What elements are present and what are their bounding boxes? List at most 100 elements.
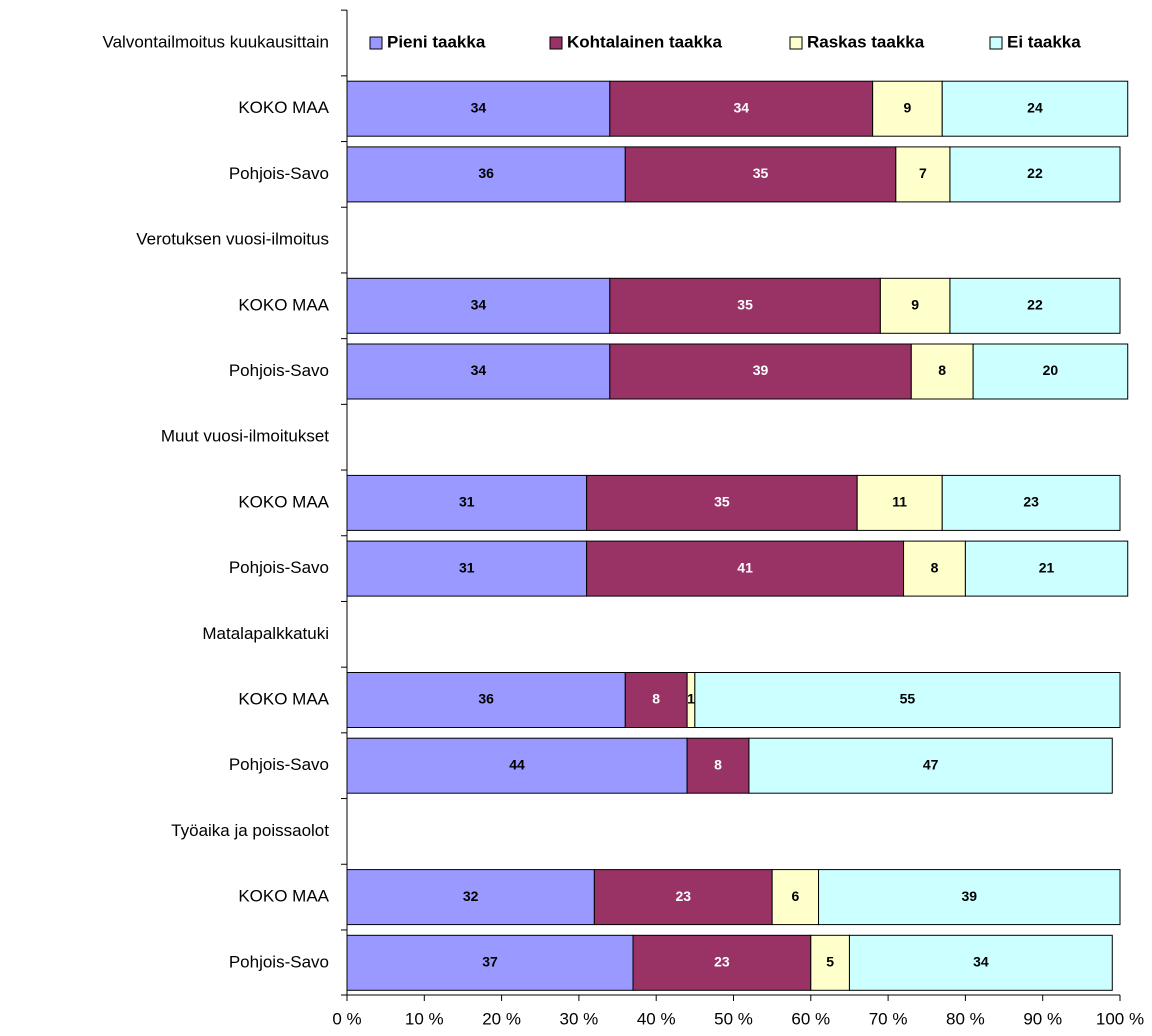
- data-label: 35: [753, 165, 769, 181]
- bar-segment: [346, 277, 611, 334]
- bar-segment: [949, 277, 1121, 334]
- bar-segment: [771, 869, 820, 926]
- bar-segment: [609, 343, 912, 400]
- data-label: 23: [675, 888, 691, 904]
- y-tick-label: Verotuksen vuosi-ilmoitus: [136, 230, 329, 249]
- y-tick-label: KOKO MAA: [238, 689, 329, 708]
- x-tick-label: 90 %: [1023, 1009, 1062, 1028]
- data-label: 36: [478, 691, 494, 707]
- data-label: 47: [923, 756, 939, 772]
- data-label: 37: [482, 954, 498, 970]
- y-tick-label: Matalapalkkatuki: [202, 624, 329, 643]
- y-tick-label: Muut vuosi-ilmoitukset: [161, 427, 329, 446]
- data-label: 36: [478, 165, 494, 181]
- bar-segment: [856, 474, 943, 531]
- x-tick-label: 40 %: [637, 1009, 676, 1028]
- bar-segment: [895, 146, 951, 203]
- bar-segment: [903, 540, 966, 597]
- data-label: 34: [733, 99, 749, 115]
- data-label: 31: [459, 494, 475, 510]
- y-tick-label: KOKO MAA: [238, 295, 329, 314]
- y-tick-label: Pohjois-Savo: [229, 361, 329, 380]
- x-tick-label: 30 %: [560, 1009, 599, 1028]
- y-tick-label: Työaika ja poissaolot: [171, 821, 329, 840]
- bar-segment: [972, 343, 1129, 400]
- bar-segment: [910, 343, 974, 400]
- bar-segment: [810, 934, 850, 991]
- y-tick-label: Valvontailmoitus kuukausittain: [103, 32, 329, 51]
- data-label: 1: [687, 691, 695, 707]
- bar-segment: [346, 80, 611, 137]
- x-tick-label: 60 %: [791, 1009, 830, 1028]
- data-label: 11: [892, 494, 907, 510]
- bar-segment: [346, 672, 626, 728]
- x-tick-label: 80 %: [946, 1009, 985, 1028]
- bar-segment: [848, 934, 1113, 991]
- data-label: 22: [1027, 297, 1043, 313]
- legend-swatch: [549, 36, 563, 50]
- data-label: 35: [737, 297, 753, 313]
- data-label: 55: [900, 691, 916, 707]
- data-label: 8: [652, 691, 660, 707]
- x-tick-label: 70 %: [869, 1009, 908, 1028]
- data-label: 35: [714, 494, 730, 510]
- x-tick-label: 50 %: [714, 1009, 753, 1028]
- y-tick-label: Pohjois-Savo: [229, 952, 329, 971]
- data-label: 9: [911, 297, 919, 313]
- data-label: 34: [471, 99, 487, 115]
- y-tick-label: Pohjois-Savo: [229, 755, 329, 774]
- data-label: 34: [973, 954, 989, 970]
- y-tick-label: KOKO MAA: [238, 492, 329, 511]
- data-label: 44: [509, 756, 525, 772]
- data-label: 34: [471, 362, 487, 378]
- data-label: 8: [938, 362, 946, 378]
- bar-segment: [586, 474, 858, 531]
- data-label: 7: [919, 165, 927, 181]
- bar-segment: [686, 737, 750, 794]
- data-label: 21: [1039, 559, 1055, 575]
- bar-segment: [593, 869, 773, 926]
- bar-segment: [346, 146, 626, 203]
- y-tick-label: Pohjois-Savo: [229, 558, 329, 577]
- legend-label: Kohtalainen taakka: [567, 32, 722, 51]
- bar-segment: [964, 540, 1129, 597]
- legend-swatch: [789, 36, 803, 50]
- bar-segment: [346, 343, 611, 400]
- bar-segment: [941, 474, 1121, 531]
- data-label: 32: [463, 888, 479, 904]
- data-label: 23: [714, 954, 730, 970]
- data-label: 24: [1027, 99, 1043, 115]
- bar-segment: [694, 672, 1121, 728]
- data-label: 8: [931, 559, 939, 575]
- bar-segment: [346, 934, 634, 991]
- x-tick-label: 10 %: [405, 1009, 444, 1028]
- data-label: 6: [791, 888, 799, 904]
- bar-segment: [346, 474, 588, 531]
- y-tick-label: KOKO MAA: [238, 887, 329, 906]
- y-tick-label: KOKO MAA: [238, 98, 329, 117]
- bar-segment: [949, 146, 1121, 203]
- data-label: 8: [714, 756, 722, 772]
- data-label: 20: [1043, 362, 1059, 378]
- bar-segment: [879, 277, 951, 334]
- x-tick-label: 0 %: [332, 1009, 361, 1028]
- bar-segment: [609, 80, 874, 137]
- bar-segment: [872, 80, 943, 137]
- x-tick-label: 20 %: [482, 1009, 521, 1028]
- legend-swatch: [369, 36, 383, 50]
- data-label: 31: [459, 559, 475, 575]
- y-tick-label: Pohjois-Savo: [229, 164, 329, 183]
- x-tick-label: 100 %: [1096, 1009, 1144, 1028]
- bar-segment: [748, 737, 1113, 794]
- bar-segment: [346, 737, 688, 794]
- bar-segment: [609, 277, 881, 334]
- legend-label: Raskas taakka: [807, 32, 925, 51]
- data-label: 39: [961, 888, 977, 904]
- data-label: 22: [1027, 165, 1043, 181]
- data-label: 9: [904, 99, 912, 115]
- bar-segment: [941, 80, 1129, 137]
- bar-segment: [632, 934, 812, 991]
- legend-label: Ei taakka: [1007, 32, 1081, 51]
- data-label: 34: [471, 297, 487, 313]
